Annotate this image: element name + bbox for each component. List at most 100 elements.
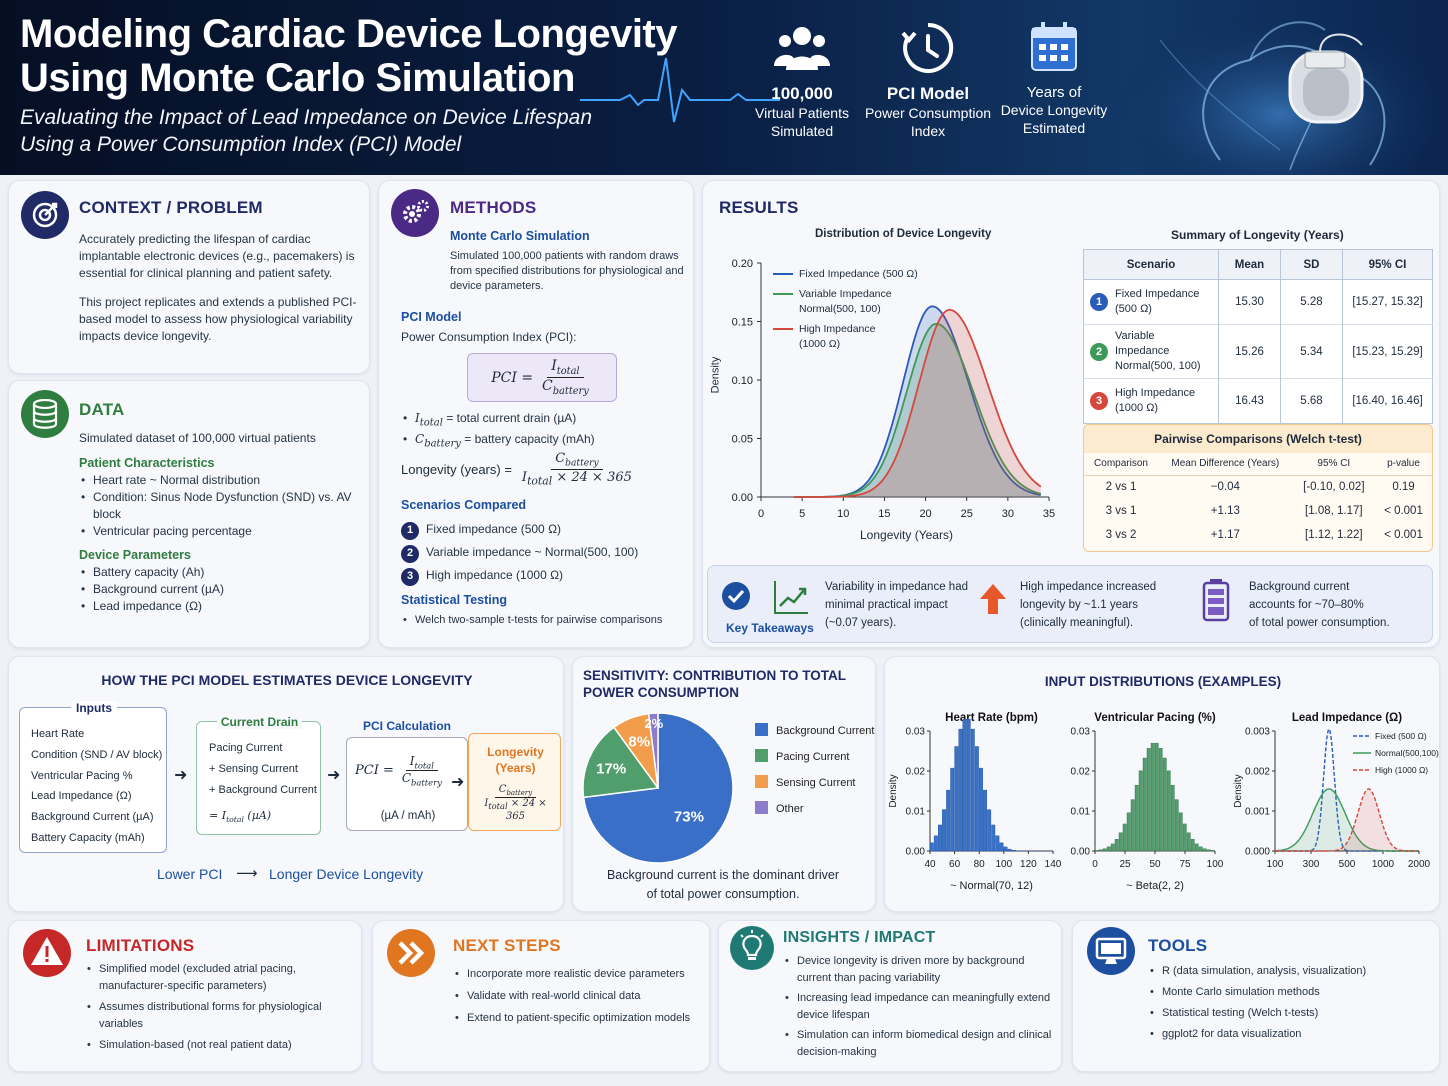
key-takeaways-label: Key Takeaways [726,621,814,635]
row-ci: [15.27, 15.32] [1352,296,1423,308]
x-tick-label: 500 [1339,859,1356,870]
takeaway-line: minimal practical impact [825,599,948,611]
row-sd: 5.68 [1280,378,1343,424]
longevity-calc-symbol: Itotal [484,798,508,811]
pci-denominator: Cbattery [542,378,589,397]
lightbulb-icon [730,926,774,970]
x-tick-label: 25 [961,508,973,520]
longevity-calc-formula: Cbattery Itotal × 24 × 365 [471,784,560,822]
takeaway-line: High impedance increased [1020,581,1157,593]
pie-chart: 73% 17%8% 2% Background Current Pacing Curre… [582,712,874,864]
pci-calc-den: Cbattery [401,771,442,788]
histogram-bar [1122,823,1127,852]
pci-calc-formula: PCI = Itotal Cbattery [355,754,446,788]
histogram-bar [1154,742,1159,852]
patient-characteristics-list: Heart rate ~ Normal distribution Conditi… [79,472,364,540]
density-line-3 [793,308,1042,498]
stat-big: 100,000 [771,84,833,103]
monte-carlo-text: Simulated 100,000 patients with random d… [450,250,684,292]
cmp: 2 vs 1 [1105,481,1137,494]
pairwise-table: Comparison Mean Difference (Years) 95% C… [1084,453,1432,547]
y-axis-label: Density [1233,774,1244,807]
legend-label: (1000 Ω) [799,338,841,350]
histogram-bar [1158,748,1163,852]
histogram-bar [970,728,975,852]
column-header: Comparison [1094,458,1148,470]
input-distributions-card: INPUT DISTRIBUTIONS (EXAMPLES) Heart Rat… [884,656,1440,912]
column-header: Mean Difference (Years) [1171,458,1280,470]
scenario-item: 3 High impedance (1000 Ω) [401,564,638,587]
pie-label-4: 2% [644,716,663,731]
legend-item: Variable Impedance [773,287,918,302]
x-tick-label: 35 [1043,508,1055,520]
sensitivity-card: SENSITIVITY: CONTRIBUTION TO TOTAL POWER … [572,656,876,912]
impedance-line-2 [1274,788,1419,852]
context-paragraph-2: This project replicates and extends a pu… [79,295,357,343]
column-header: SD [1280,249,1343,280]
x-tick-label: 50 [1149,859,1161,870]
tools-card: TOOLS R (data simulation, analysis, visu… [1072,920,1440,1072]
histogram-bar [1114,839,1119,852]
list-item: Condition: Sinus Node Dysfunction (SND) … [79,489,364,523]
next-steps-title: NEXT STEPS [453,936,561,955]
row-number: 3 [1090,392,1108,410]
x-tick-label: 2000 [1408,859,1431,870]
clock-icon [901,22,954,73]
arrow-right-icon: ➜ [174,767,188,784]
list-item: Heart rate ~ Normal distribution [79,472,364,489]
legend-item: Fixed Impedance (500 Ω) [773,267,918,282]
p-value: 0.19 [1392,481,1415,494]
arrow-right-icon: ➜ [451,774,465,791]
y-tick-label: 0.00 [732,492,753,504]
pci-calc-units: (µA / mAh) [380,810,436,822]
y-tick-label: 0.03 [906,727,926,738]
density-xlabel: Longevity (Years) [860,528,953,542]
x-tick-label: 0 [1092,859,1098,870]
histogram-bar [1007,848,1012,852]
x-tick-label: 30 [1002,508,1014,520]
stat-line2: Index [910,123,946,139]
y-tick-label: 0.00 [906,847,926,858]
longevity-den-symbol: Itotal [521,469,553,488]
drain-item: + Sensing Current [209,763,298,775]
longevity-title-2: (Years) [495,761,536,775]
histogram-bar [1094,850,1099,852]
impedance-line-3 [1275,788,1419,852]
histogram-bar [1098,849,1103,852]
list-item: Statistical testing (Welch t-tests) [1148,1005,1433,1022]
row-sd: 5.28 [1280,279,1343,325]
arrow-right-icon: ⟶ [236,865,258,882]
histogram-bar [1202,848,1207,852]
pci-flow-card: HOW THE PCI MODEL ESTIMATES DEVICE LONGE… [8,656,564,912]
row-ci: [16.40, 16.46] [1352,395,1423,407]
y-tick-label: 0.003 [1245,727,1270,738]
scenarios-list: 1 Fixed impedance (500 Ω) 2 Variable imped… [401,518,638,587]
x-tick-label: 15 [878,508,890,520]
histogram-bar [954,746,959,852]
scenario-label: High impedance (1000 Ω) [426,568,564,582]
panel-title: Heart Rate (bpm) [945,712,1038,724]
row-mean: 15.30 [1218,279,1281,325]
column-header: Scenario [1083,249,1219,280]
pci-definitions: Itotal = total current drain (µA) Cbatte… [401,410,681,453]
scenario-number: 1 [401,521,419,540]
list-item: Increasing lead impedance can meaningful… [783,990,1055,1024]
legend-label: Background Current [776,725,874,737]
row-name-1: Fixed Impedance [1115,288,1200,300]
stat-virtual-patients: 100,000 Virtual Patients Simulated [738,20,866,140]
pie-slice-2 [582,726,660,799]
inputs-title: Inputs [71,701,117,715]
longer-longevity-text: Longer Device Longevity [269,866,424,882]
column-header: 95% CI [1368,258,1407,271]
y-tick-label: 0.10 [732,375,753,387]
histogram-bar [1003,846,1008,852]
gears-icon [391,189,439,237]
people-icon [774,27,830,70]
list-item: Battery capacity (Ah) [79,564,364,581]
statistical-testing-title: Statistical Testing [401,593,508,607]
fast-forward-icon [387,929,435,977]
density-chart-title: Distribution of Device Longevity [815,228,992,240]
calendar-icon [1031,22,1077,71]
context-title: CONTEXT / PROBLEM [79,198,263,217]
column-header: Mean [1218,249,1281,280]
